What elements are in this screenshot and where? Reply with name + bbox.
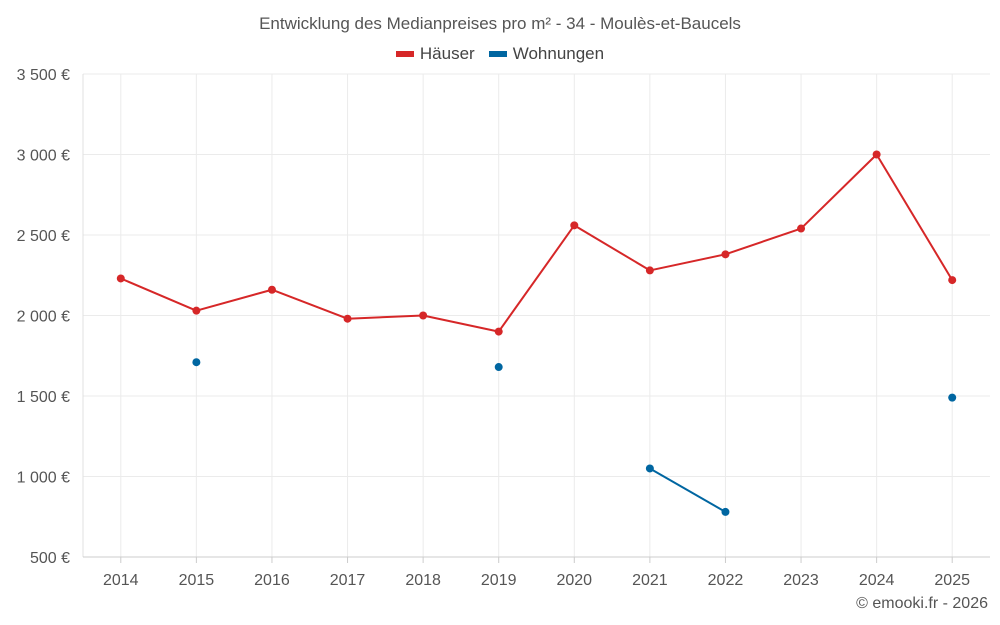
series-line-haeuser — [196, 288, 273, 312]
x-tick-label: 2016 — [254, 572, 290, 589]
data-point-wohnungen — [645, 464, 654, 473]
data-point-haeuser — [419, 311, 428, 320]
series-line-haeuser — [271, 288, 348, 320]
series-line-haeuser — [800, 153, 878, 230]
x-tick-label: 2023 — [783, 572, 819, 589]
data-point-haeuser — [267, 285, 276, 294]
series-line-haeuser — [875, 153, 954, 281]
series-line-haeuser — [422, 314, 499, 333]
data-point-wohnungen — [948, 393, 957, 402]
x-tick-label: 2014 — [103, 572, 139, 589]
data-point-wohnungen — [494, 363, 503, 372]
legend-item-haeuser[interactable]: Häuser — [395, 44, 475, 64]
y-tick-label: 500 € — [30, 550, 70, 567]
x-tick-label: 2018 — [405, 572, 441, 589]
data-point-haeuser — [721, 250, 730, 259]
data-point-haeuser — [872, 150, 881, 159]
legend-item-wohnungen[interactable]: Wohnungen — [488, 44, 605, 64]
x-tick-label: 2015 — [179, 572, 215, 589]
data-point-haeuser — [645, 266, 654, 275]
series-line-haeuser — [347, 314, 424, 320]
data-point-haeuser — [343, 314, 352, 323]
data-point-wohnungen — [192, 358, 201, 367]
chart-title: Entwicklung des Medianpreises pro m² - 3… — [259, 14, 741, 33]
series-line-haeuser — [649, 253, 726, 272]
y-tick-label: 3 500 € — [17, 67, 70, 84]
data-point-haeuser — [116, 274, 125, 283]
series-line-haeuser — [573, 224, 651, 272]
series-line-haeuser — [497, 224, 576, 333]
data-point-wohnungen — [721, 507, 730, 516]
series-line-wohnungen — [649, 467, 726, 513]
y-tick-label: 3 000 € — [17, 148, 70, 165]
y-tick-label: 2 500 € — [17, 228, 70, 245]
x-tick-label: 2017 — [330, 572, 366, 589]
x-tick-label: 2024 — [859, 572, 895, 589]
credit: © emooki.fr - 2026 — [856, 595, 988, 612]
x-tick-label: 2022 — [708, 572, 744, 589]
legend-swatch-wohnungen — [488, 51, 507, 57]
x-tick-label: 2020 — [556, 572, 592, 589]
y-tick-label: 1 000 € — [17, 470, 70, 487]
data-point-haeuser — [797, 224, 806, 233]
legend-label-wohnungen: Wohnungen — [512, 44, 605, 63]
x-tick-label: 2025 — [934, 572, 970, 589]
series-line-haeuser — [725, 227, 802, 256]
legend-swatch-haeuser — [395, 51, 414, 57]
data-point-haeuser — [192, 306, 201, 315]
legend: Häuser Wohnungen — [0, 44, 1000, 64]
y-tick-label: 2 000 € — [17, 309, 70, 326]
y-tick-label: 1 500 € — [17, 389, 70, 406]
x-tick-label: 2019 — [481, 572, 517, 589]
data-point-haeuser — [570, 221, 579, 230]
data-point-haeuser — [948, 276, 957, 285]
series-line-haeuser — [120, 277, 197, 312]
x-tick-label: 2021 — [632, 572, 668, 589]
legend-label-haeuser: Häuser — [419, 44, 475, 63]
data-point-haeuser — [494, 327, 503, 336]
